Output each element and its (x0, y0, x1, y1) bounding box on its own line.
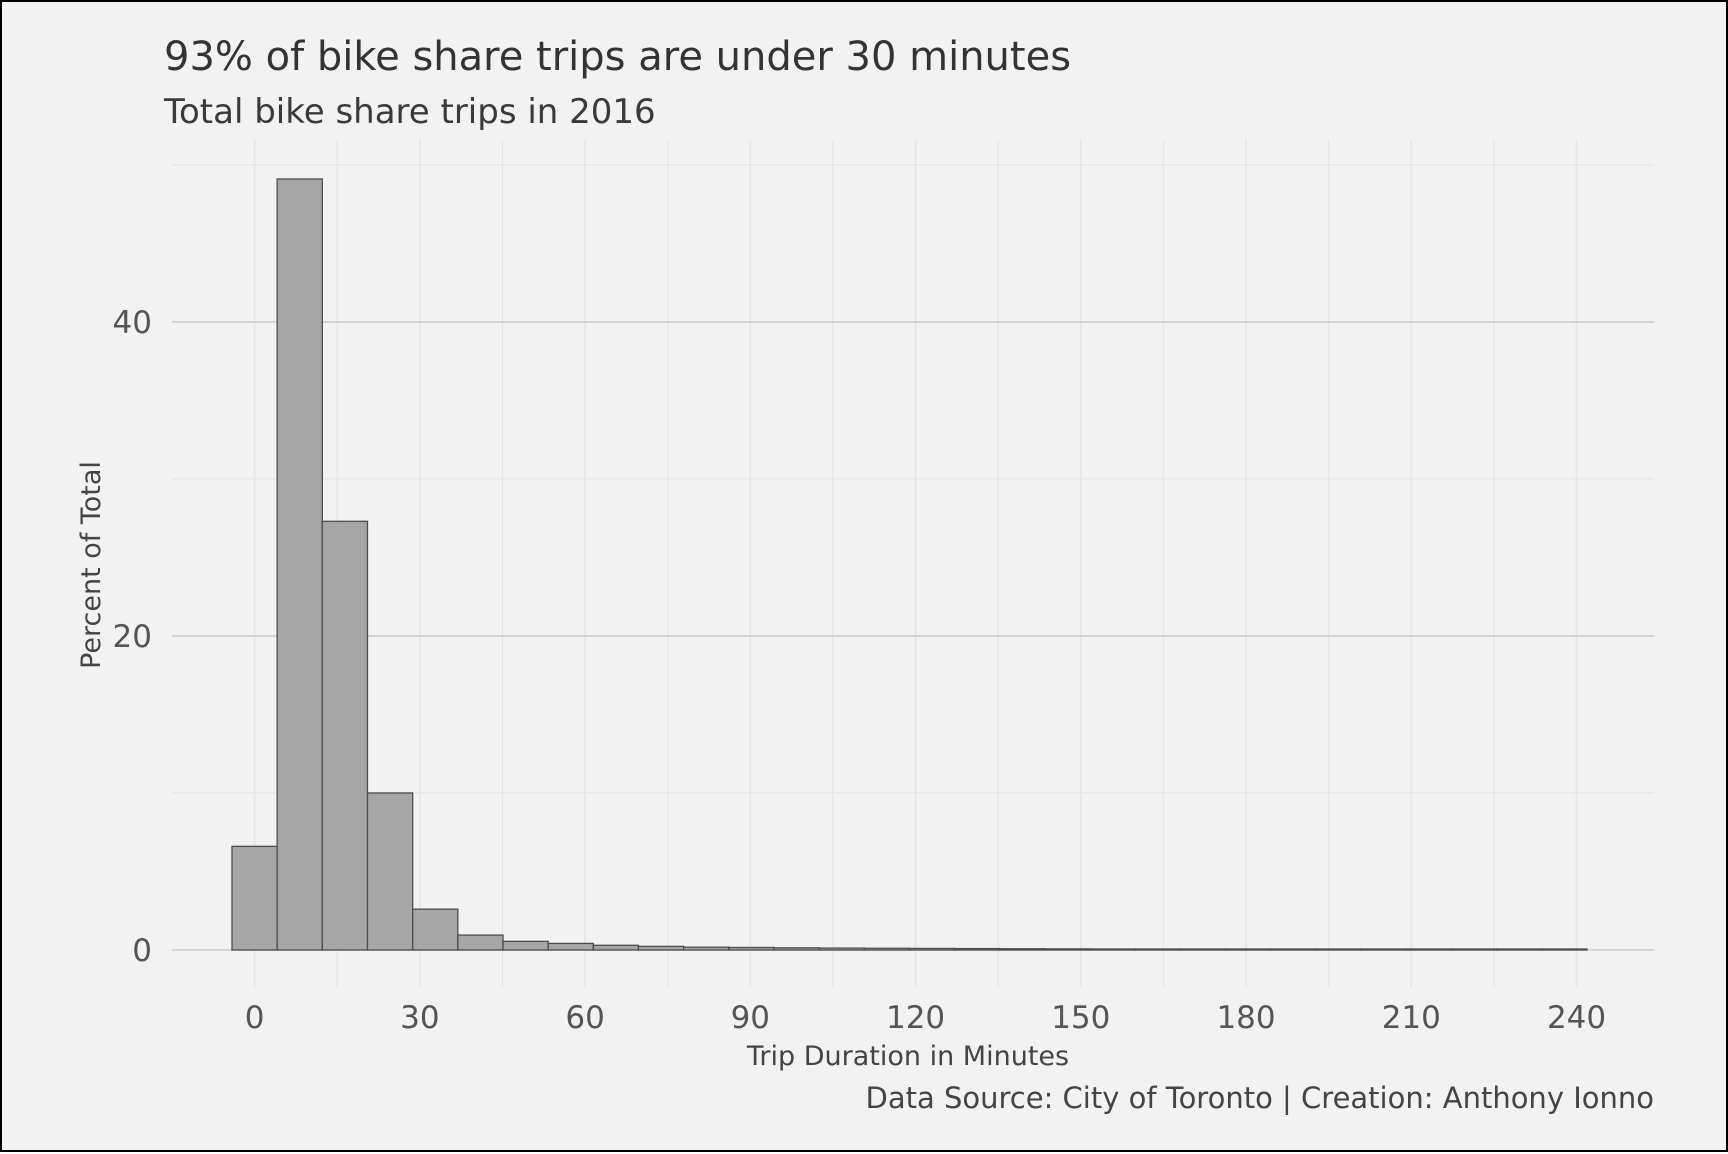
histogram-bar (1134, 948, 1182, 951)
y-axis-title: Percent of Total (76, 461, 107, 669)
histogram-bar (683, 946, 730, 951)
histogram-bar (1225, 948, 1272, 951)
x-axis-ticks: 0 30 60 90 120 150 180 210 240 (245, 1000, 1606, 1036)
histogram-bar (1179, 948, 1227, 951)
y-axis-ticks: 0 20 40 (113, 305, 152, 969)
histogram-bar (412, 908, 459, 951)
chart-subtitle: Total bike share trips in 2016 (163, 92, 656, 132)
histogram-bar (1315, 948, 1362, 951)
histogram-bar (954, 947, 1001, 951)
x-tick-label: 60 (565, 1000, 604, 1036)
x-axis-title: Trip Duration in Minutes (746, 1041, 1069, 1072)
chart-caption: Data Source: City of Toronto | Creation:… (866, 1081, 1655, 1115)
histogram-bar (1541, 948, 1588, 951)
histogram-bar (592, 944, 640, 951)
histogram-bars (231, 178, 1588, 951)
histogram-bar (1496, 948, 1543, 951)
x-tick-label: 0 (245, 1000, 265, 1036)
x-tick-label: 120 (886, 1000, 945, 1036)
histogram-bar (366, 792, 414, 951)
histogram-bar (547, 942, 594, 951)
histogram-bar (231, 845, 278, 951)
chart-title: 93% of bike share trips are under 30 min… (164, 34, 1071, 80)
grid-lines (172, 140, 1654, 987)
histogram-bar (457, 934, 504, 951)
histogram-bar (908, 947, 956, 951)
histogram-bar (863, 947, 911, 951)
histogram-bar (1360, 948, 1407, 951)
histogram-bar (728, 946, 775, 951)
histogram-bar (1405, 948, 1453, 951)
y-tick-label: 20 (113, 619, 152, 655)
histogram-bar (1450, 948, 1498, 951)
x-tick-label: 180 (1216, 1000, 1275, 1036)
histogram-bar (276, 178, 323, 951)
histogram-bar (321, 520, 369, 951)
histogram-bar (1089, 948, 1136, 951)
histogram-bar (1044, 948, 1091, 951)
x-tick-label: 150 (1051, 1000, 1110, 1036)
histogram-bar (999, 948, 1046, 951)
y-tick-label: 40 (113, 305, 152, 341)
histogram-bar (1270, 948, 1317, 951)
histogram-bar (637, 945, 685, 951)
x-tick-label: 240 (1547, 1000, 1606, 1036)
x-tick-label: 90 (731, 1000, 770, 1036)
x-tick-label: 210 (1382, 1000, 1441, 1036)
x-tick-label: 30 (400, 1000, 439, 1036)
histogram-bar (773, 947, 820, 951)
y-tick-label: 0 (132, 933, 152, 969)
histogram-bar (818, 947, 865, 951)
histogram-bar (502, 940, 549, 951)
